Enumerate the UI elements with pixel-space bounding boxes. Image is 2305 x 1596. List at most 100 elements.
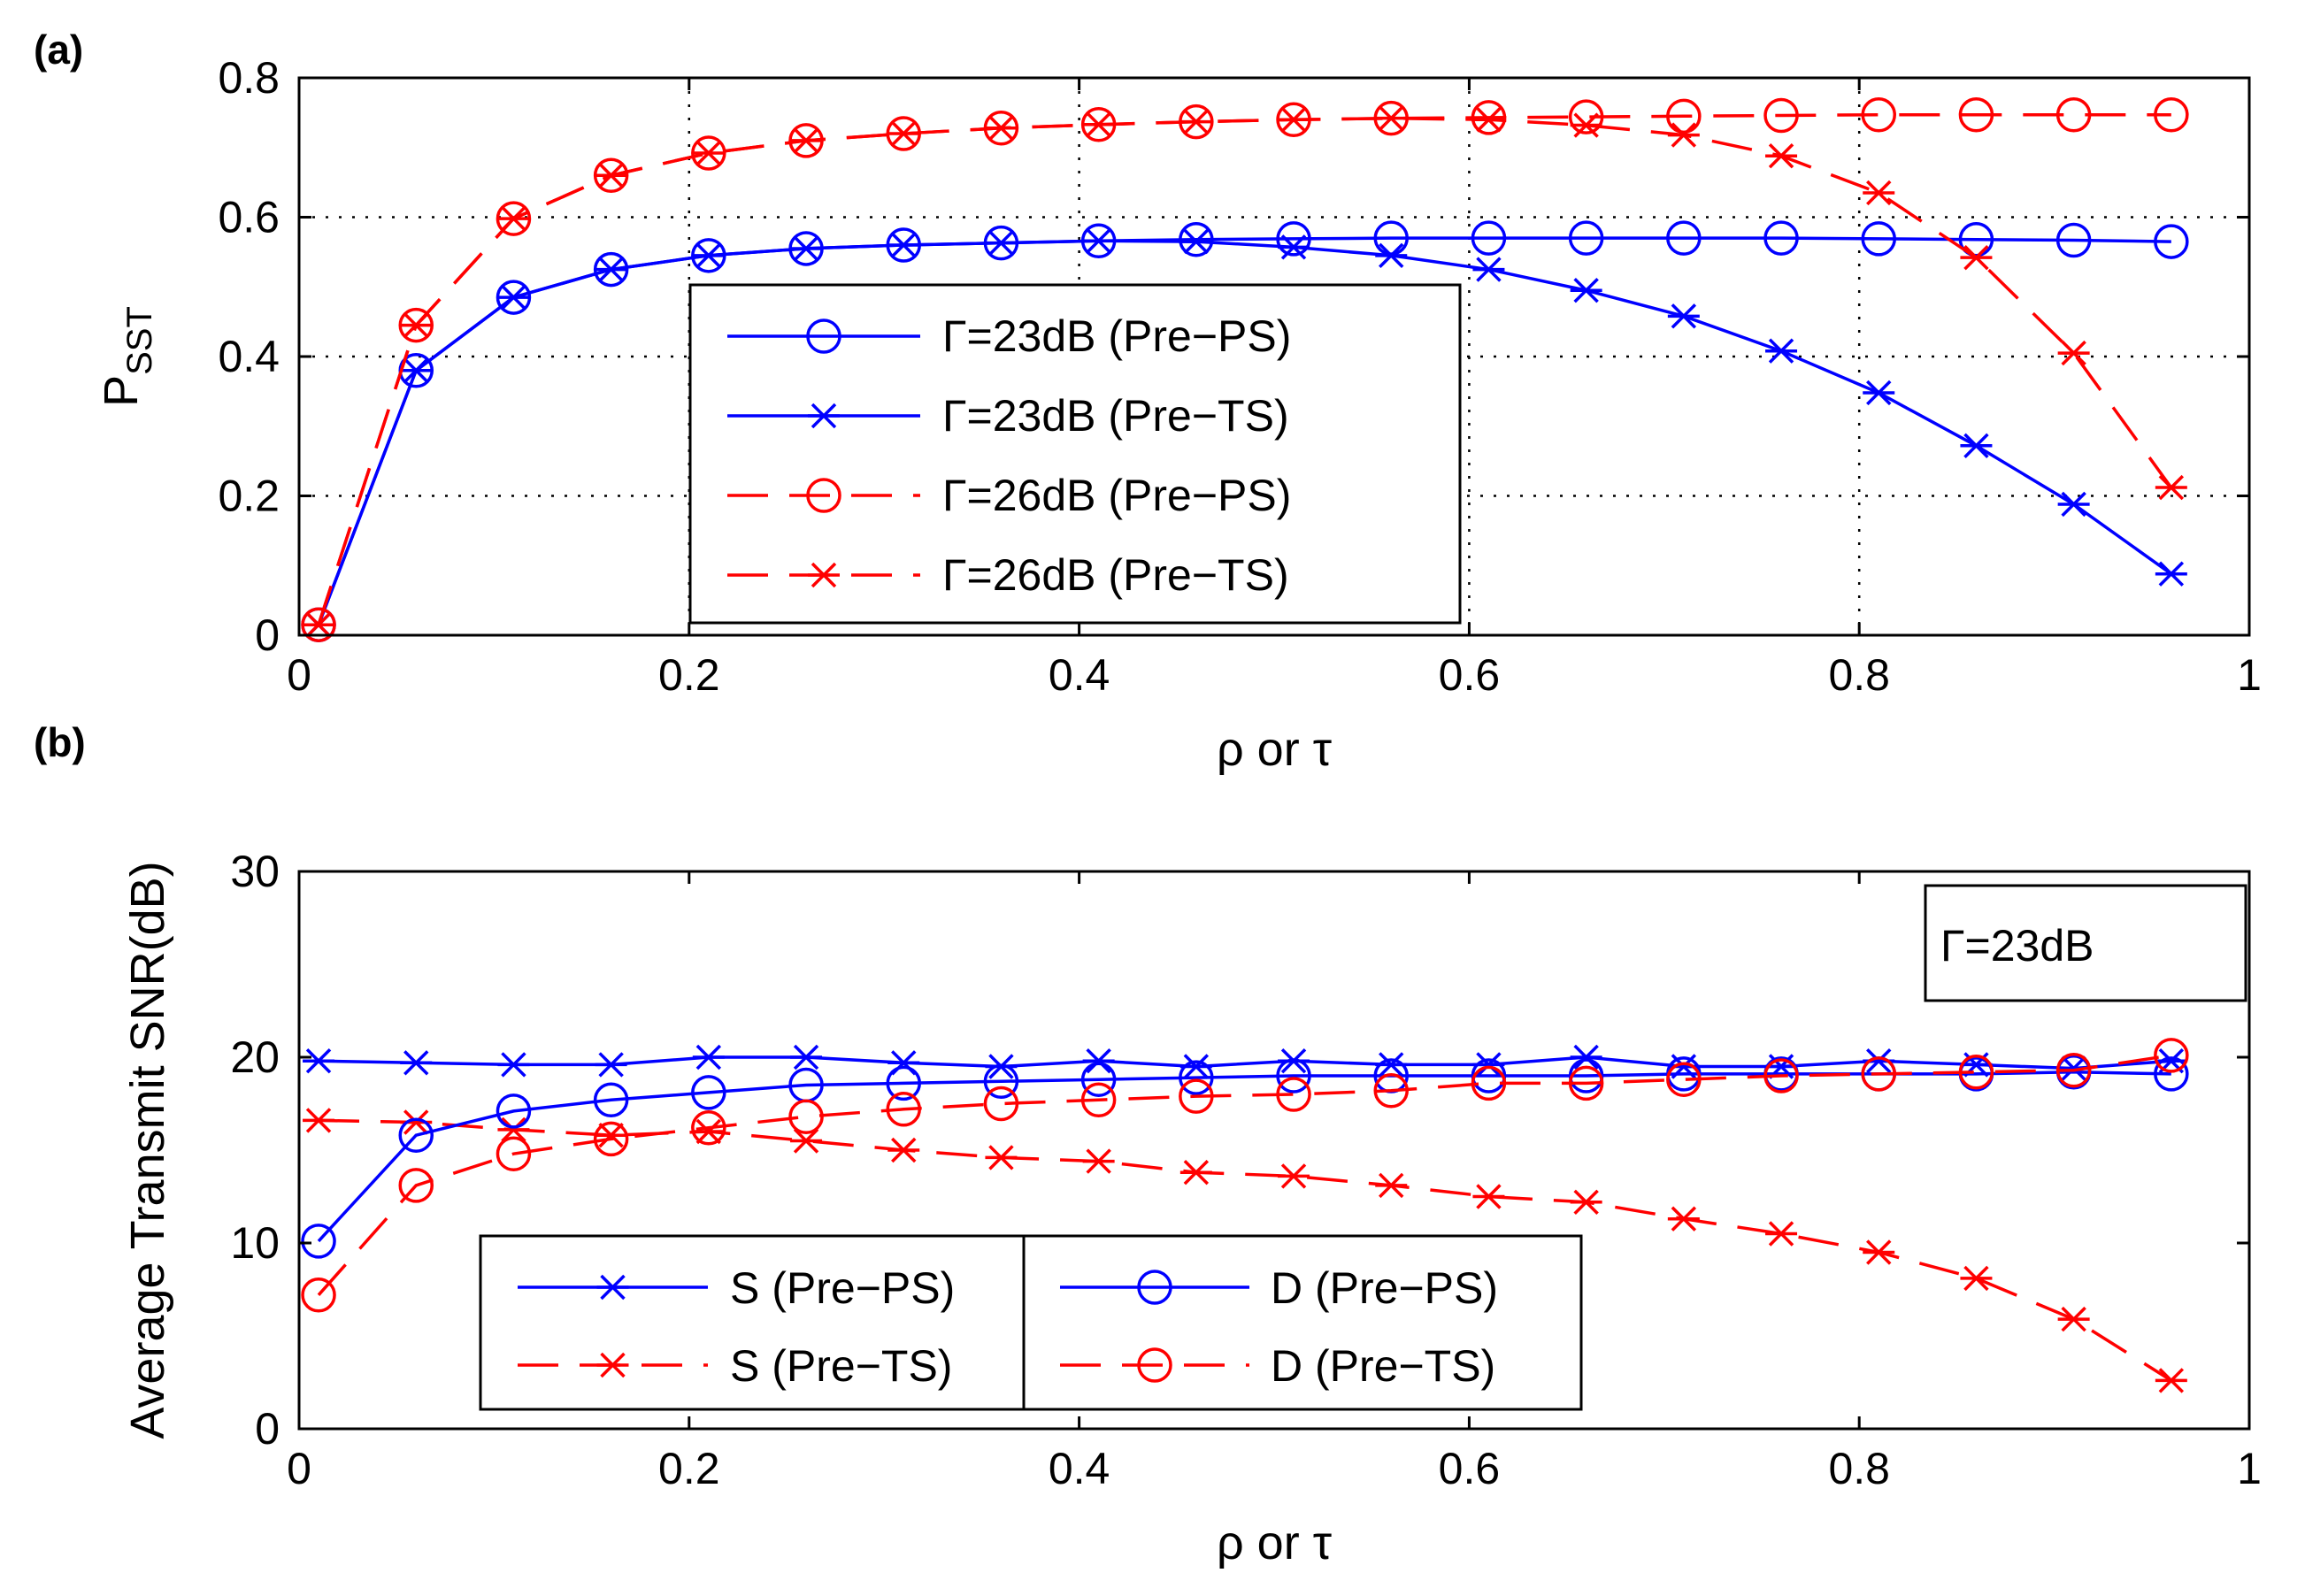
b-series-1-point-7 xyxy=(985,1145,1018,1170)
legend-a-sample-3 xyxy=(727,562,920,588)
legend-b-sample-2 xyxy=(1060,1270,1249,1305)
a-series-1-point-15 xyxy=(1765,338,1798,364)
b-series-1-point-12 xyxy=(1472,1184,1505,1209)
a-ytick-2: 0.4 xyxy=(218,332,280,381)
b-series-0-point-8 xyxy=(1082,1048,1115,1074)
a-series-3-point-8 xyxy=(1082,111,1115,137)
a-series-3-point-5 xyxy=(790,127,823,154)
b-series-3-point-15 xyxy=(1763,1058,1799,1093)
b-series-0-point-2 xyxy=(497,1052,530,1078)
panel-b-legend-left: S (Pre−PS) S (Pre−TS) xyxy=(479,1234,1040,1411)
a-series-1-point-11 xyxy=(1375,242,1408,269)
a-series-0-point-9 xyxy=(1179,221,1214,257)
a-series-1-line xyxy=(317,239,2172,625)
b-series-2-point-19 xyxy=(2154,1056,2189,1092)
a-series-2-point-19 xyxy=(2154,96,2189,133)
a-series-1-point-17 xyxy=(1960,433,1993,458)
b-series-1-point-14 xyxy=(1667,1206,1700,1232)
panel-b-ylabel: Average Transmit SNR(dB) xyxy=(121,861,174,1439)
legend-b-sample-0-marker xyxy=(596,1274,629,1301)
panel-a-legend-box xyxy=(688,283,1462,625)
a-ytick-0: 0 xyxy=(255,610,280,660)
a-series-2-point-13 xyxy=(1568,99,1604,134)
panel-b-axes-box xyxy=(297,870,2251,1431)
b-series-1-point-13 xyxy=(1570,1189,1602,1215)
a-series-3-point-7 xyxy=(985,115,1018,141)
legend-a-entry-1: Γ=23dB (Pre−TS) xyxy=(942,391,1289,441)
legend-a-entry-2: Γ=26dB (Pre−PS) xyxy=(942,471,1291,520)
panel-b-legend-right-box xyxy=(1022,1234,1583,1411)
b-series-2-point-3 xyxy=(593,1082,629,1118)
b-series-3 xyxy=(301,1038,2189,1313)
a-series-1-point-13 xyxy=(1570,277,1602,303)
a-series-3-point-11 xyxy=(1375,105,1408,131)
b-series-1-point-2 xyxy=(497,1116,530,1143)
b-series-1-point-8 xyxy=(1082,1148,1115,1174)
panel-b-xlabel: ρ or τ xyxy=(1217,1516,1332,1569)
b-series-3-point-6 xyxy=(886,1092,921,1127)
b-series-3-point-17 xyxy=(1958,1055,1994,1090)
b-xtick-1: 0.2 xyxy=(658,1444,720,1493)
b-series-1-point-4 xyxy=(692,1118,725,1145)
a-series-3-line xyxy=(317,116,2173,625)
legend-a-sample-3-marker xyxy=(808,562,840,588)
a-series-3-point-18 xyxy=(2057,340,2090,366)
a-series-0-point-16 xyxy=(1861,221,1896,257)
b-ytick-1: 10 xyxy=(230,1218,280,1268)
legend-b-sample-0 xyxy=(518,1274,708,1301)
panel-a-ylabel-sub: SST xyxy=(120,306,159,375)
b-series-1-point-3 xyxy=(595,1123,627,1148)
a-series-1-point-2 xyxy=(497,284,530,311)
b-series-3-point-8 xyxy=(1080,1082,1117,1118)
legend-b-entry-1: S (Pre−TS) xyxy=(730,1341,952,1391)
b-series-2-point-4 xyxy=(691,1075,726,1110)
a-series-1-point-8 xyxy=(1082,228,1115,254)
legend-b-entry-0: S (Pre−PS) xyxy=(730,1263,955,1313)
a-series-3-point-1 xyxy=(400,312,433,338)
a-series-0-point-15 xyxy=(1763,220,1799,256)
panel-a-ylabel-main: P xyxy=(95,375,148,407)
a-series-3-point-3 xyxy=(595,163,627,188)
a-series-1-point-18 xyxy=(2057,491,2090,518)
panel-a-legend: Γ=23dB (Pre−PS) Γ=23dB (Pre−TS) Γ=26dB (… xyxy=(688,283,1462,625)
panel-b-legend-right: D (Pre−PS) D (Pre−TS) xyxy=(1022,1234,1583,1411)
legend-b-entry-3: D (Pre−TS) xyxy=(1271,1341,1495,1391)
a-ytick-4: 0.8 xyxy=(218,53,280,103)
b-series-2-point-12 xyxy=(1471,1058,1507,1093)
b-series-1-point-6 xyxy=(887,1137,920,1163)
a-series-1-point-19 xyxy=(2155,561,2187,587)
panel-b-label: (b) xyxy=(34,719,86,765)
b-series-2-point-6 xyxy=(886,1065,921,1101)
b-series-2-point-9 xyxy=(1179,1060,1214,1095)
legend-b-sample-1-marker xyxy=(596,1352,629,1378)
legend-a-sample-1 xyxy=(727,403,920,429)
b-series-3-point-3 xyxy=(593,1121,629,1157)
a-ytick-1: 0.2 xyxy=(218,472,280,521)
a-series-3-point-19 xyxy=(2155,474,2187,501)
b-series-3-point-12 xyxy=(1471,1065,1507,1101)
a-series-0-point-13 xyxy=(1568,220,1604,256)
a-series-0-point-17 xyxy=(1958,221,1994,257)
a-series-1-point-16 xyxy=(1863,380,1895,406)
b-series-3-point-13 xyxy=(1568,1065,1604,1101)
b-series-1-point-0 xyxy=(303,1108,335,1133)
legend-b-sample-2-marker xyxy=(1137,1270,1172,1305)
b-series-1-point-15 xyxy=(1765,1221,1798,1247)
a-xtick-4: 0.8 xyxy=(1828,650,1890,700)
a-series-2-point-15 xyxy=(1763,97,1799,134)
b-series-3-point-14 xyxy=(1666,1062,1702,1097)
a-series-1-point-12 xyxy=(1472,257,1505,282)
panel-a-ylabel: PSST xyxy=(95,306,159,407)
a-ytick-3: 0.6 xyxy=(218,193,280,242)
a-series-1-point-7 xyxy=(985,230,1018,256)
a-xtick-1: 0.2 xyxy=(658,650,720,700)
b-xtick-5: 1 xyxy=(2237,1444,2262,1493)
b-xtick-3: 0.6 xyxy=(1439,1444,1501,1493)
b-ytick-0: 0 xyxy=(255,1404,280,1454)
a-series-1-point-14 xyxy=(1667,303,1700,329)
a-series-3-point-12 xyxy=(1472,107,1505,133)
b-series-0-point-5 xyxy=(790,1044,823,1070)
b-series-0-line xyxy=(318,1055,2171,1070)
